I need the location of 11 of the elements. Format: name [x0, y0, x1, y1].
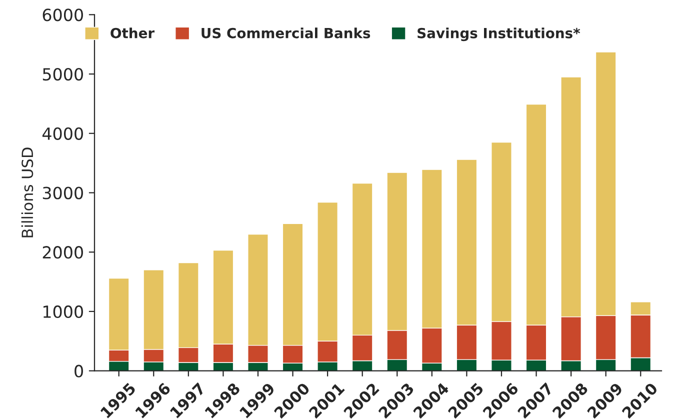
y-tick-label: 0	[74, 364, 83, 378]
y-tick-label: 2000	[42, 246, 83, 259]
y-tick-label: 3000	[42, 186, 83, 200]
y-tick-label: 6000	[42, 8, 83, 22]
y-tick-label: 1000	[43, 305, 83, 318]
legend-label: Savings Institutions*	[418, 28, 580, 42]
y-tick-label: 5000	[42, 68, 83, 81]
legend-label: Other	[110, 28, 155, 38]
legend-label: US Commercial Banks	[202, 28, 370, 38]
y-axis-title: Billions USD	[21, 148, 34, 238]
y-tick-label: 4000	[42, 127, 83, 140]
